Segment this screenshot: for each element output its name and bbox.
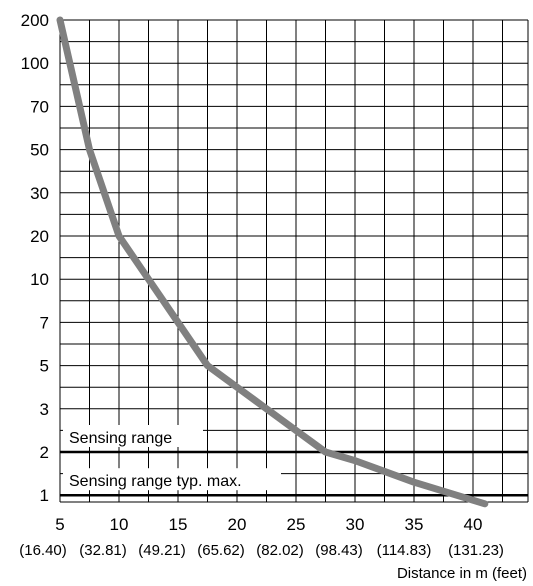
x-tick-label: 10 — [110, 515, 129, 534]
x-tick-label: 40 — [464, 515, 483, 534]
y-tick-label: 7 — [40, 313, 49, 332]
x-tick-sub-label: (65.62) — [197, 542, 245, 559]
x-tick-label: 25 — [287, 515, 306, 534]
x-tick-label: 35 — [405, 515, 424, 534]
x-tick-sub-label: (82.02) — [256, 542, 304, 559]
y-tick-label: 3 — [40, 400, 49, 419]
x-axis-ticks: 5 10 15 20 25 30 35 40 (16.40) (32.81) (49.21) (65.… — [19, 515, 504, 559]
reference-label-background — [63, 468, 281, 491]
x-axis-label: Distance in m (feet) — [397, 565, 527, 582]
y-axis-ticks: 200 100 70 50 30 20 10 7 5 3 2 1 — [21, 11, 49, 505]
y-tick-label: 100 — [21, 54, 49, 73]
y-tick-label: 10 — [30, 270, 49, 289]
x-tick-label: 20 — [228, 515, 247, 534]
x-tick-label: 5 — [55, 515, 64, 534]
x-tick-sub-label: (98.43) — [315, 542, 363, 559]
x-tick-sub-label: (49.21) — [138, 542, 186, 559]
series — [56, 16, 489, 508]
y-tick-label: 70 — [30, 97, 49, 116]
series-line — [56, 16, 489, 508]
reference-label: Sensing range — [69, 430, 172, 447]
y-tick-label: 1 — [40, 486, 49, 505]
y-tick-label: 200 — [21, 11, 49, 30]
x-tick-label: 15 — [169, 515, 188, 534]
y-tick-label: 20 — [30, 227, 49, 246]
reference-label: Sensing range typ. max. — [69, 473, 242, 490]
x-tick-sub-label: (131.23) — [448, 542, 504, 559]
reference-label-background — [63, 425, 203, 447]
y-tick-label: 2 — [40, 443, 49, 462]
x-tick-sub-label: (16.40) — [19, 542, 67, 559]
y-tick-label: 50 — [30, 141, 49, 160]
x-tick-sub-label: (32.81) — [79, 542, 127, 559]
y-tick-label: 5 — [40, 357, 49, 376]
x-tick-sub-label: (114.83) — [377, 542, 432, 559]
x-tick-label: 30 — [346, 515, 365, 534]
reference-lines: Sensing range Sensing range typ. max. — [60, 425, 528, 497]
y-tick-label: 30 — [30, 184, 49, 203]
